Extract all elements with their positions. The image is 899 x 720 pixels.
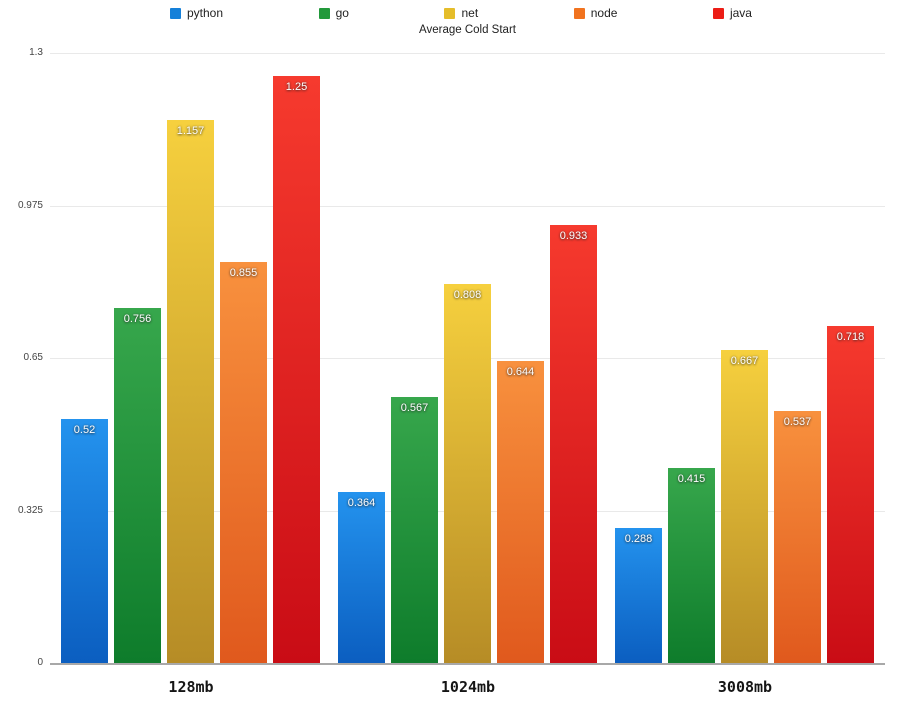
bar-value-go-3008mb: 0.415 — [677, 473, 706, 485]
bar-value-node-128mb: 0.855 — [229, 267, 258, 279]
bar-node-1024mb[interactable]: 0.644 — [497, 361, 544, 663]
legend-swatch-go — [318, 7, 330, 19]
chart-legend: python go net node java — [170, 7, 752, 19]
bar-node-128mb[interactable]: 0.855 — [220, 262, 267, 663]
bar-value-go-1024mb: 0.567 — [400, 402, 429, 414]
y-tick-label-0.65: 0.65 — [23, 352, 43, 363]
bar-node-3008mb[interactable]: 0.537 — [774, 411, 821, 663]
bar-value-python-3008mb: 0.288 — [624, 533, 653, 545]
bar-value-python-1024mb: 0.364 — [347, 497, 376, 509]
legend-swatch-java — [712, 7, 724, 19]
legend-swatch-node — [573, 7, 585, 19]
legend-item-net[interactable]: net — [444, 7, 478, 19]
bar-value-java-128mb: 1.25 — [285, 81, 308, 93]
bar-java-128mb[interactable]: 1.25 — [273, 76, 320, 663]
chart-title: Average Cold Start — [419, 24, 516, 36]
bar-value-net-1024mb: 0.808 — [453, 289, 482, 301]
x-category-label-3008mb: 3008mb — [717, 678, 773, 696]
legend-swatch-python — [170, 7, 181, 19]
bar-net-128mb[interactable]: 1.157 — [167, 120, 214, 663]
legend-item-go[interactable]: go — [318, 6, 349, 20]
bar-value-net-3008mb: 0.667 — [730, 355, 759, 367]
x-category-label-128mb: 128mb — [168, 678, 214, 696]
bar-java-3008mb[interactable]: 0.718 — [827, 326, 874, 663]
bar-python-3008mb[interactable]: 0.288 — [615, 528, 662, 663]
y-tick-label-0.325: 0.325 — [17, 505, 43, 516]
legend-label-go: go — [335, 6, 349, 20]
legend-label-java: java — [729, 6, 752, 20]
legend-label-python: python — [187, 6, 224, 20]
bar-net-3008mb[interactable]: 0.667 — [721, 350, 768, 663]
x-category-label-1024mb: 1024mb — [440, 678, 496, 696]
bar-value-java-1024mb: 0.933 — [559, 230, 588, 242]
gridline-1.3 — [50, 53, 885, 54]
bar-python-1024mb[interactable]: 0.364 — [338, 492, 385, 663]
bar-go-128mb[interactable]: 0.756 — [114, 308, 161, 663]
bar-net-1024mb[interactable]: 0.808 — [444, 284, 491, 663]
y-tick-label-1.3: 1.3 — [29, 47, 43, 58]
legend-item-python[interactable]: python — [170, 7, 223, 19]
bar-java-1024mb[interactable]: 0.933 — [550, 225, 597, 663]
legend-item-java[interactable]: java — [712, 6, 752, 20]
bar-value-node-1024mb: 0.644 — [506, 366, 535, 378]
gridline-0.975 — [50, 206, 885, 207]
bar-go-3008mb[interactable]: 0.415 — [668, 468, 715, 663]
bar-value-python-128mb: 0.52 — [73, 424, 96, 436]
bar-python-128mb[interactable]: 0.52 — [61, 419, 108, 663]
bar-value-go-128mb: 0.756 — [123, 313, 152, 325]
legend-swatch-net — [444, 7, 456, 19]
bar-value-net-128mb: 1.157 — [176, 125, 205, 137]
y-tick-label-0: 0 — [37, 657, 43, 668]
bar-value-node-3008mb: 0.537 — [783, 416, 812, 428]
legend-label-node: node — [590, 6, 618, 20]
bar-go-1024mb[interactable]: 0.567 — [391, 397, 438, 663]
bar-value-java-3008mb: 0.718 — [836, 331, 865, 343]
legend-item-node[interactable]: node — [573, 6, 618, 20]
legend-label-net: net — [461, 6, 479, 20]
y-tick-label-0.975: 0.975 — [17, 200, 43, 211]
plot-area: 0.52 0.756 1.157 0.855 1.25 0.364 0.567 0.808 0.… — [50, 53, 885, 665]
